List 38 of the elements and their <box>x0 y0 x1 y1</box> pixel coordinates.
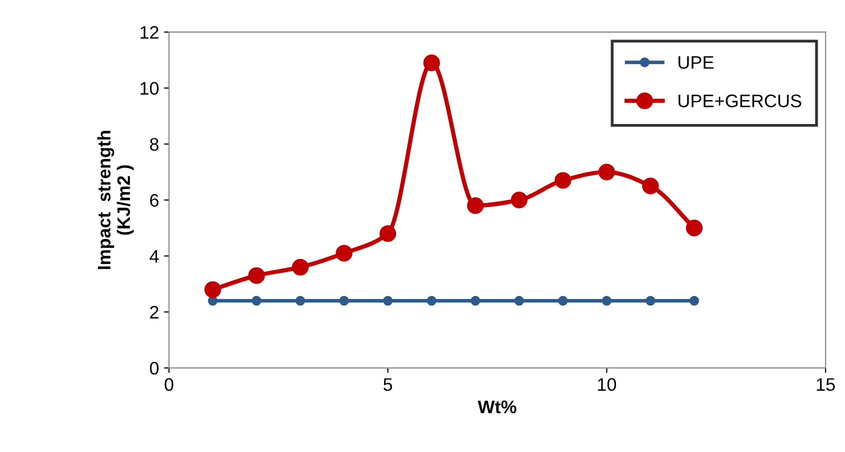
x-tick-label: 15 <box>816 378 835 391</box>
point <box>252 296 262 306</box>
point <box>423 54 440 72</box>
point <box>646 296 656 306</box>
x-tick-label: 10 <box>598 378 616 391</box>
y-tick-label: 0 <box>150 362 159 375</box>
point <box>689 296 700 306</box>
point <box>510 192 528 208</box>
y-axis-title: Impact strength (KJ/m2 ) <box>97 130 134 270</box>
y-tick-label: 4 <box>150 250 159 263</box>
point <box>292 258 309 276</box>
y-tick-label: 10 <box>140 82 159 95</box>
point <box>686 220 703 236</box>
point <box>642 178 659 194</box>
x-axis-title: Wt% <box>478 400 516 414</box>
legend-label: UPE+GERCUS <box>678 94 802 108</box>
point <box>554 172 572 189</box>
legend-label: UPE <box>678 56 714 69</box>
point <box>248 267 265 284</box>
point <box>382 296 393 306</box>
y-tick-label: 2 <box>150 306 158 318</box>
point <box>558 296 568 306</box>
point <box>426 296 436 306</box>
point <box>514 296 524 306</box>
x-tick-label: 0 <box>164 378 174 391</box>
x-tick-label: 5 <box>384 378 392 391</box>
y-tick-label: 12 <box>140 26 158 39</box>
point <box>470 296 480 306</box>
y-tick-label: 8 <box>150 138 158 151</box>
point <box>380 225 396 242</box>
point <box>467 197 484 214</box>
point <box>336 244 352 262</box>
point <box>295 296 306 306</box>
point <box>598 164 616 180</box>
y-tick-label: 6 <box>150 194 158 207</box>
point <box>602 296 612 306</box>
point <box>204 281 222 298</box>
point <box>339 296 349 306</box>
